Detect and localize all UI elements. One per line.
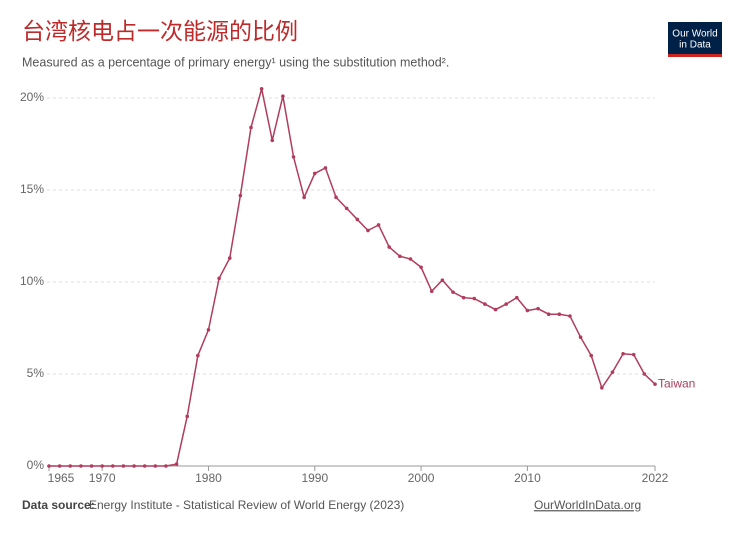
data-point xyxy=(79,464,83,468)
logo-stripe xyxy=(668,54,722,57)
data-point xyxy=(344,206,349,211)
y-tick-label: 10% xyxy=(20,274,44,288)
data-point xyxy=(483,302,487,306)
data-point xyxy=(142,464,147,468)
footer-link[interactable]: OurWorldInData.org xyxy=(534,498,641,512)
data-point xyxy=(451,290,455,294)
series-label: Taiwan xyxy=(658,376,695,390)
data-point xyxy=(185,414,190,419)
data-point xyxy=(281,94,285,98)
data-point xyxy=(100,464,104,468)
logo-text: in Data xyxy=(679,40,711,51)
logo-box xyxy=(668,22,722,56)
y-tick-label: 0% xyxy=(27,458,45,472)
data-point xyxy=(578,335,583,340)
data-point xyxy=(270,138,275,143)
data-point xyxy=(440,278,445,282)
data-point xyxy=(653,382,657,386)
data-point xyxy=(89,464,94,468)
data-point xyxy=(110,464,115,468)
data-point xyxy=(132,464,136,468)
data-point xyxy=(57,464,62,468)
data-point xyxy=(238,193,243,198)
data-point xyxy=(206,328,211,332)
chart-subtitle: Measured as a percentage of primary ener… xyxy=(22,55,449,69)
data-point xyxy=(514,295,519,300)
data-point xyxy=(312,171,317,176)
data-point xyxy=(68,464,73,468)
data-point xyxy=(47,464,51,468)
data-point xyxy=(323,166,328,170)
data-point xyxy=(642,372,647,376)
data-point xyxy=(546,312,551,317)
y-tick-label: 20% xyxy=(20,90,44,104)
data-point xyxy=(493,307,498,312)
data-point xyxy=(621,351,625,356)
source: Energy Institute - Statistical Review of… xyxy=(89,498,404,512)
y-tick-label: 15% xyxy=(20,182,44,196)
x-tick-label: 1965 xyxy=(48,471,75,485)
data-point xyxy=(429,289,434,294)
data-point xyxy=(610,370,615,374)
y-tick-label: 5% xyxy=(27,366,45,380)
x-tick-label: 1970 xyxy=(89,471,116,485)
x-tick-label: 1990 xyxy=(301,471,328,485)
series-line xyxy=(49,88,656,467)
data-point xyxy=(217,276,221,281)
data-point xyxy=(249,125,253,130)
data-point xyxy=(174,462,179,466)
data-point xyxy=(631,352,636,357)
data-point xyxy=(259,87,264,91)
data-point xyxy=(536,306,540,311)
data-point xyxy=(557,312,562,317)
data-point xyxy=(600,386,604,390)
data-point xyxy=(302,195,306,200)
logo-text: Our World xyxy=(672,29,717,40)
data-point xyxy=(121,464,126,468)
data-point xyxy=(227,256,232,260)
data-point xyxy=(196,353,200,358)
data-point xyxy=(589,353,594,358)
data-point xyxy=(408,257,413,261)
data-point xyxy=(153,464,158,468)
data-point xyxy=(387,245,392,249)
chart-title: 台湾核电占一次能源的比例 xyxy=(22,18,298,44)
data-point xyxy=(419,265,423,270)
data-point xyxy=(334,195,338,200)
source-label: Data source: xyxy=(22,498,95,512)
data-point xyxy=(504,302,508,306)
data-point xyxy=(164,464,168,468)
data-point xyxy=(461,295,466,300)
data-point xyxy=(291,155,296,159)
data-point xyxy=(398,254,402,259)
data-point xyxy=(472,296,477,301)
data-point xyxy=(525,308,530,313)
x-tick-label: 2000 xyxy=(408,471,435,485)
data-point xyxy=(376,223,381,227)
data-point xyxy=(568,314,572,318)
data-point xyxy=(355,217,360,222)
data-point xyxy=(366,228,370,233)
x-tick-label: 2022 xyxy=(642,471,669,485)
x-tick-label: 1980 xyxy=(195,471,222,485)
x-tick-label: 2010 xyxy=(514,471,541,485)
